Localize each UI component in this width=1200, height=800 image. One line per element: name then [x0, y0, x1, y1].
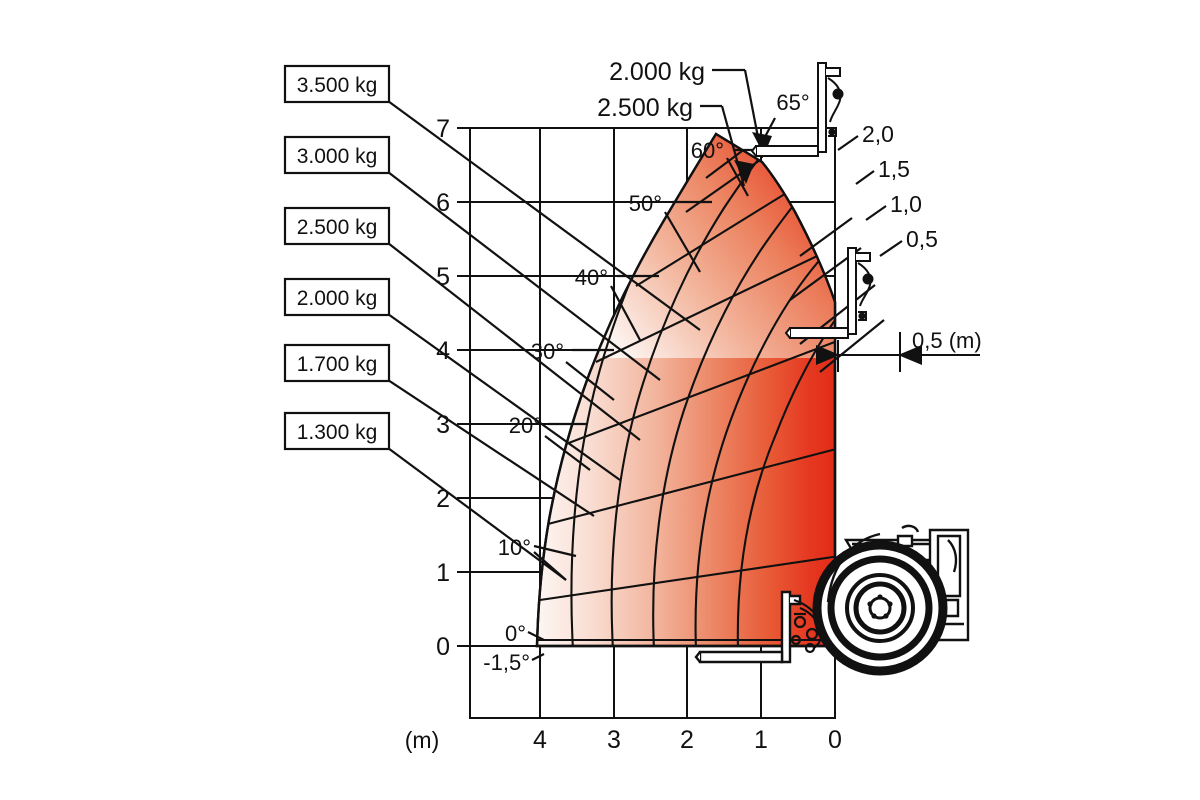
arrowhead-2500	[734, 160, 754, 184]
fork-carriage-ground	[694, 590, 802, 664]
x-tick-4: 4	[533, 726, 547, 754]
angle-label-60: 60°	[691, 138, 724, 163]
y-tick-0: 0	[436, 633, 450, 661]
angle-label-0: 0°	[505, 621, 526, 646]
y-tick-7: 7	[436, 115, 450, 143]
y-tick-4: 4	[436, 337, 450, 365]
x-tick-0: 0	[828, 726, 842, 754]
angle-label-50: 50°	[629, 191, 662, 216]
top-capacity-label-2500: 2.500 kg	[597, 94, 693, 122]
x-tick-1: 1	[754, 726, 768, 754]
top-capacity-label-2000: 2.000 kg	[609, 58, 705, 86]
capacity-box-3000[interactable]: 3.000 kg	[283, 135, 391, 175]
fork-carriage-upper	[750, 62, 844, 157]
x-axis-unit: (m)	[405, 727, 439, 753]
x-tick-2: 2	[680, 726, 694, 754]
capacity-leader-lines	[387, 100, 701, 581]
capacity-box-1300[interactable]: 1.300 kg	[283, 411, 391, 451]
dimension-0-5: 0,5 (m)	[816, 328, 982, 372]
angle-label-30: 30°	[531, 339, 564, 364]
boom-angle-labels: 65° 60° 50° 40° 30° 20° 10° 0° -1,5°	[483, 90, 809, 675]
capacity-label-boxes: 3.500 kg 3.000 kg 2.500 kg 2.000 kg 1.70…	[283, 64, 701, 581]
telehandler-illustration	[694, 524, 970, 676]
angle-leader-lines	[527, 117, 776, 661]
dimension-label: 0,5 (m)	[912, 328, 982, 353]
x-tick-3: 3	[607, 726, 621, 754]
extension-label-1-0: 1,0	[890, 191, 922, 217]
y-axis	[457, 127, 470, 647]
capacity-box-2500[interactable]: 2.500 kg	[283, 206, 391, 246]
angle-label-10: 10°	[498, 535, 531, 560]
capacity-box-3500[interactable]: 3.500 kg	[283, 64, 391, 104]
capacity-box-1700[interactable]: 1.700 kg	[283, 343, 391, 383]
angle-label-65: 65°	[776, 90, 809, 115]
angle-label-20: 20°	[509, 413, 542, 438]
extension-label-1-5: 1,5	[878, 156, 910, 182]
capacity-box-2000[interactable]: 2.000 kg	[283, 277, 391, 317]
envelope-outline	[535, 132, 837, 648]
angle-label-40: 40°	[575, 265, 608, 290]
wheel	[812, 540, 948, 676]
extension-label-0-5: 0,5	[906, 226, 938, 252]
capacity-label-2000: 2.000 kg	[297, 287, 378, 310]
y-tick-6: 6	[436, 189, 450, 217]
capacity-label-1300: 1.300 kg	[297, 421, 378, 444]
capacity-label-3000: 3.000 kg	[297, 145, 378, 168]
extension-label-stubs	[837, 135, 903, 257]
capacity-label-3500: 3.500 kg	[297, 74, 378, 97]
capacity-label-2500: 2.500 kg	[297, 216, 378, 239]
extension-label-2-0: 2,0	[862, 121, 894, 147]
top-capacity-labels: 2.000 kg 2.500 kg	[597, 58, 772, 187]
angle-label-neg15: -1,5°	[483, 650, 530, 675]
capacity-label-1700: 1.700 kg	[297, 353, 378, 376]
fork-carriage-middle	[784, 247, 874, 339]
y-tick-1: 1	[436, 559, 450, 587]
